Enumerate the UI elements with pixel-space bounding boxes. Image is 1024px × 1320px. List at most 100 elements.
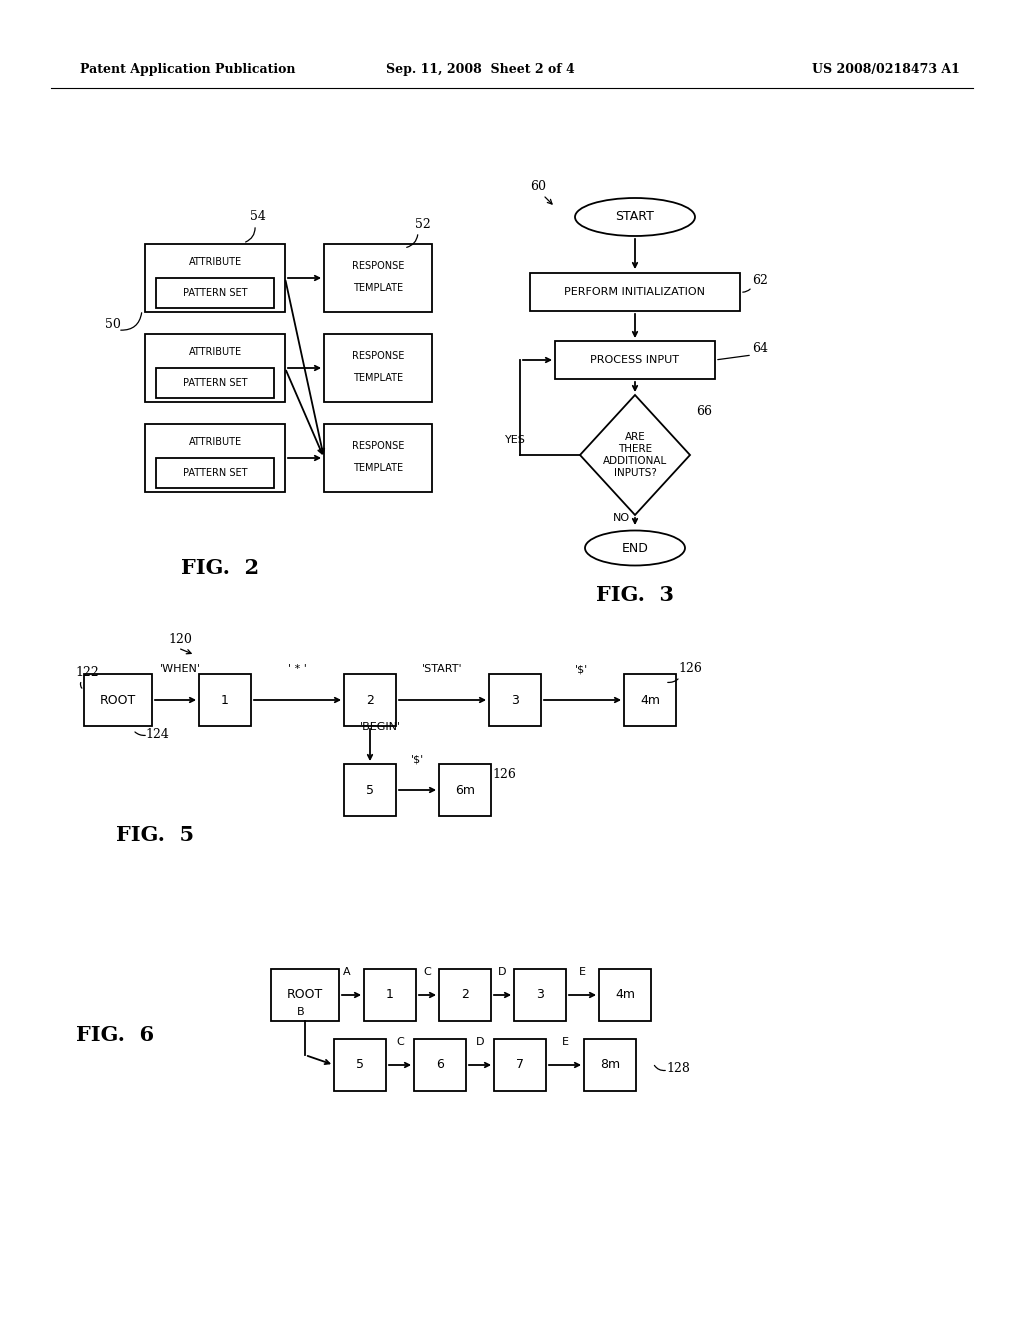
FancyBboxPatch shape	[145, 334, 285, 403]
Text: 4m: 4m	[640, 693, 660, 706]
FancyBboxPatch shape	[271, 969, 339, 1020]
Text: 'START': 'START'	[422, 664, 462, 675]
Text: '$': '$'	[575, 664, 589, 675]
Text: NO: NO	[613, 513, 630, 523]
Text: 126: 126	[492, 768, 516, 781]
Text: THERE: THERE	[617, 444, 652, 454]
FancyBboxPatch shape	[156, 279, 274, 308]
Text: C: C	[396, 1038, 403, 1047]
Text: ROOT: ROOT	[287, 989, 324, 1002]
Text: INPUTS?: INPUTS?	[613, 469, 656, 478]
Text: FIG.  2: FIG. 2	[181, 558, 259, 578]
FancyBboxPatch shape	[145, 424, 285, 492]
Text: 124: 124	[145, 729, 169, 741]
Text: START: START	[615, 210, 654, 223]
Text: END: END	[622, 541, 648, 554]
Text: 50: 50	[105, 318, 121, 331]
Text: ATTRIBUTE: ATTRIBUTE	[188, 437, 242, 447]
Text: 54: 54	[250, 210, 266, 223]
Text: YES: YES	[505, 436, 526, 445]
FancyBboxPatch shape	[324, 244, 432, 312]
Text: E: E	[561, 1038, 568, 1047]
Text: 2: 2	[461, 989, 469, 1002]
Text: ARE: ARE	[625, 432, 645, 442]
Text: ADDITIONAL: ADDITIONAL	[603, 455, 667, 466]
Text: TEMPLATE: TEMPLATE	[353, 282, 403, 293]
Text: 52: 52	[415, 218, 431, 231]
Text: FIG.  5: FIG. 5	[116, 825, 195, 845]
FancyBboxPatch shape	[199, 675, 251, 726]
FancyBboxPatch shape	[334, 1039, 386, 1092]
FancyBboxPatch shape	[599, 969, 651, 1020]
Text: D: D	[498, 968, 506, 977]
Text: ROOT: ROOT	[100, 693, 136, 706]
Polygon shape	[580, 395, 690, 515]
FancyBboxPatch shape	[584, 1039, 636, 1092]
FancyBboxPatch shape	[530, 273, 740, 312]
FancyBboxPatch shape	[344, 764, 396, 816]
FancyBboxPatch shape	[324, 334, 432, 403]
Text: 3: 3	[511, 693, 519, 706]
FancyBboxPatch shape	[364, 969, 416, 1020]
Text: 'BEGIN': 'BEGIN'	[359, 722, 400, 733]
Text: 126: 126	[678, 663, 701, 675]
Text: Patent Application Publication: Patent Application Publication	[80, 63, 296, 77]
FancyBboxPatch shape	[414, 1039, 466, 1092]
Text: 4m: 4m	[615, 989, 635, 1002]
Text: 8m: 8m	[600, 1059, 621, 1072]
FancyBboxPatch shape	[489, 675, 541, 726]
Text: 7: 7	[516, 1059, 524, 1072]
Text: FIG.  6: FIG. 6	[76, 1026, 154, 1045]
Text: 66: 66	[696, 405, 712, 418]
Text: B: B	[297, 1007, 304, 1016]
Text: RESPONSE: RESPONSE	[352, 441, 404, 451]
Text: RESPONSE: RESPONSE	[352, 351, 404, 360]
Text: Sep. 11, 2008  Sheet 2 of 4: Sep. 11, 2008 Sheet 2 of 4	[386, 63, 574, 77]
Text: RESPONSE: RESPONSE	[352, 261, 404, 271]
Text: ATTRIBUTE: ATTRIBUTE	[188, 257, 242, 267]
Text: 64: 64	[752, 342, 768, 355]
FancyBboxPatch shape	[439, 764, 490, 816]
FancyBboxPatch shape	[84, 675, 152, 726]
Text: 6: 6	[436, 1059, 444, 1072]
Text: 1: 1	[221, 693, 229, 706]
FancyBboxPatch shape	[156, 458, 274, 488]
Text: E: E	[579, 968, 586, 977]
Text: 'WHEN': 'WHEN'	[160, 664, 201, 675]
FancyBboxPatch shape	[344, 675, 396, 726]
Text: 1: 1	[386, 989, 394, 1002]
Text: 60: 60	[530, 180, 546, 193]
Text: PERFORM INITIALIZATION: PERFORM INITIALIZATION	[564, 286, 706, 297]
Text: TEMPLATE: TEMPLATE	[353, 463, 403, 473]
Text: D: D	[476, 1038, 484, 1047]
FancyBboxPatch shape	[494, 1039, 546, 1092]
FancyBboxPatch shape	[156, 368, 274, 399]
Text: 62: 62	[752, 275, 768, 286]
Text: TEMPLATE: TEMPLATE	[353, 374, 403, 383]
Text: ATTRIBUTE: ATTRIBUTE	[188, 347, 242, 356]
Text: '$': '$'	[411, 754, 424, 764]
FancyBboxPatch shape	[624, 675, 676, 726]
Text: ' * ': ' * '	[288, 664, 306, 675]
Text: C: C	[423, 968, 431, 977]
Text: PATTERN SET: PATTERN SET	[182, 288, 247, 298]
Ellipse shape	[585, 531, 685, 565]
Text: 120: 120	[168, 634, 191, 645]
FancyBboxPatch shape	[324, 424, 432, 492]
Text: PATTERN SET: PATTERN SET	[182, 378, 247, 388]
FancyBboxPatch shape	[439, 969, 490, 1020]
Text: PATTERN SET: PATTERN SET	[182, 469, 247, 478]
FancyBboxPatch shape	[145, 244, 285, 312]
Text: PROCESS INPUT: PROCESS INPUT	[591, 355, 680, 366]
Text: 6m: 6m	[455, 784, 475, 796]
Text: 5: 5	[366, 784, 374, 796]
Text: 2: 2	[366, 693, 374, 706]
Text: FIG.  3: FIG. 3	[596, 585, 674, 605]
Text: A: A	[343, 968, 351, 977]
FancyBboxPatch shape	[555, 341, 715, 379]
Text: 3: 3	[536, 989, 544, 1002]
FancyBboxPatch shape	[514, 969, 566, 1020]
Text: 5: 5	[356, 1059, 364, 1072]
Text: 128: 128	[666, 1063, 690, 1074]
Ellipse shape	[575, 198, 695, 236]
